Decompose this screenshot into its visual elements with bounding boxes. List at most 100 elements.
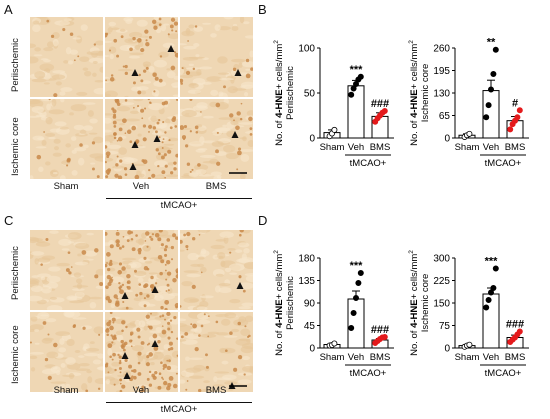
x-tick-label: Sham xyxy=(320,352,345,363)
data-point xyxy=(331,126,338,133)
x-tick-label: BMS xyxy=(505,352,526,363)
group-label: tMCAO+ xyxy=(485,368,522,379)
data-point xyxy=(381,108,388,115)
y-tick-label: 0 xyxy=(309,134,315,145)
micrograph-tile xyxy=(180,312,253,392)
data-point xyxy=(516,107,523,114)
bar-veh xyxy=(482,90,500,139)
panel-label-d: D xyxy=(258,213,268,228)
data-point xyxy=(516,328,523,335)
significance-marker: ### xyxy=(371,98,389,110)
y-tick-label: 260 xyxy=(433,44,450,55)
x-tick-label: Veh xyxy=(483,142,499,153)
y-axis-region-label: Ischemic core xyxy=(420,64,431,123)
micrograph-tile xyxy=(30,230,103,310)
micrograph-tile xyxy=(105,99,178,179)
data-point xyxy=(485,102,492,109)
y-axis-region-label: Periischemic xyxy=(285,276,296,330)
group-line-a xyxy=(106,198,252,199)
significance-marker: ### xyxy=(506,319,524,331)
y-tick-label: 150 xyxy=(433,299,450,310)
y-tick-label: 180 xyxy=(298,254,315,265)
y-tick-label: 65 xyxy=(439,111,451,122)
micrograph-tile xyxy=(30,99,103,179)
row-label-periischemic-a: Periischemic xyxy=(10,38,21,92)
y-tick-label: 195 xyxy=(433,66,450,77)
group-label: tMCAO+ xyxy=(350,158,387,169)
micrograph-tile xyxy=(180,230,253,310)
x-tick-label: BMS xyxy=(505,142,526,153)
x-tick-label: BMS xyxy=(370,142,391,153)
data-point xyxy=(514,114,521,121)
data-point xyxy=(507,126,514,133)
data-point xyxy=(488,86,495,93)
data-point xyxy=(348,325,355,332)
data-point xyxy=(353,295,360,302)
y-tick-label: 50 xyxy=(304,89,316,100)
col-label-bms-c: BMS xyxy=(205,385,227,396)
group-label-a: tMCAO+ xyxy=(160,200,198,211)
data-point xyxy=(350,85,357,92)
y-axis-region-label: Periischemic xyxy=(285,66,296,120)
micrograph-tile xyxy=(30,312,103,392)
x-tick-label: Veh xyxy=(348,142,364,153)
significance-marker: *** xyxy=(485,256,499,268)
data-point xyxy=(485,297,492,304)
y-tick-label: 135 xyxy=(298,276,315,287)
col-label-bms-a: BMS xyxy=(205,181,227,192)
significance-marker: ** xyxy=(487,37,496,49)
group-line-c xyxy=(106,402,252,403)
y-tick-label: 0 xyxy=(444,134,450,145)
row-label-periischemic-c: Periischemic xyxy=(10,246,21,300)
micrograph-tile xyxy=(180,99,253,179)
data-point xyxy=(492,46,499,53)
group-label: tMCAO+ xyxy=(485,158,522,169)
panel-label-c: C xyxy=(4,213,14,228)
bar-veh xyxy=(482,293,500,349)
data-point xyxy=(492,265,499,272)
y-axis-label: No. of 4-HNE+ cells/mm2 xyxy=(273,250,285,356)
col-label-veh-a: Veh xyxy=(132,181,150,192)
group-label: tMCAO+ xyxy=(350,368,387,379)
data-point xyxy=(350,310,357,317)
data-point xyxy=(488,289,495,296)
y-tick-label: 130 xyxy=(433,89,450,100)
row-label-ischemic-core-a: Ischemic core xyxy=(10,117,21,176)
y-tick-label: 300 xyxy=(433,254,450,265)
bar-veh xyxy=(347,298,365,349)
data-point xyxy=(466,130,473,137)
y-tick-label: 100 xyxy=(298,44,315,55)
y-tick-label: 90 xyxy=(304,299,316,310)
significance-marker: # xyxy=(512,97,518,109)
y-tick-label: 0 xyxy=(444,344,450,355)
x-tick-label: Sham xyxy=(455,352,480,363)
data-point xyxy=(331,340,338,347)
y-axis-region-label: Ischemic core xyxy=(420,274,431,333)
data-point xyxy=(357,269,364,276)
micrograph-tile xyxy=(105,17,178,97)
group-label-c: tMCAO+ xyxy=(160,404,198,415)
x-tick-label: Veh xyxy=(348,352,364,363)
x-tick-label: Sham xyxy=(320,142,345,153)
data-point xyxy=(348,91,355,98)
micrograph-tile xyxy=(180,17,253,97)
x-tick-label: BMS xyxy=(370,352,391,363)
panel-label-a: A xyxy=(4,2,13,17)
y-tick-label: 45 xyxy=(304,321,316,332)
col-label-sham-a: Sham xyxy=(53,181,79,192)
micrograph-tile xyxy=(105,312,178,392)
micrograph-tile xyxy=(30,17,103,97)
significance-marker: ### xyxy=(371,324,389,336)
y-axis-label: No. of 4-HNE+ cells/mm2 xyxy=(273,40,285,146)
data-point xyxy=(466,341,473,348)
x-tick-label: Veh xyxy=(483,352,499,363)
data-point xyxy=(381,334,388,341)
panel-label-b: B xyxy=(258,2,267,17)
data-point xyxy=(490,70,497,77)
data-point xyxy=(490,285,497,292)
micrograph-tile xyxy=(105,230,178,310)
data-point xyxy=(353,81,360,88)
y-tick-label: 0 xyxy=(309,344,315,355)
